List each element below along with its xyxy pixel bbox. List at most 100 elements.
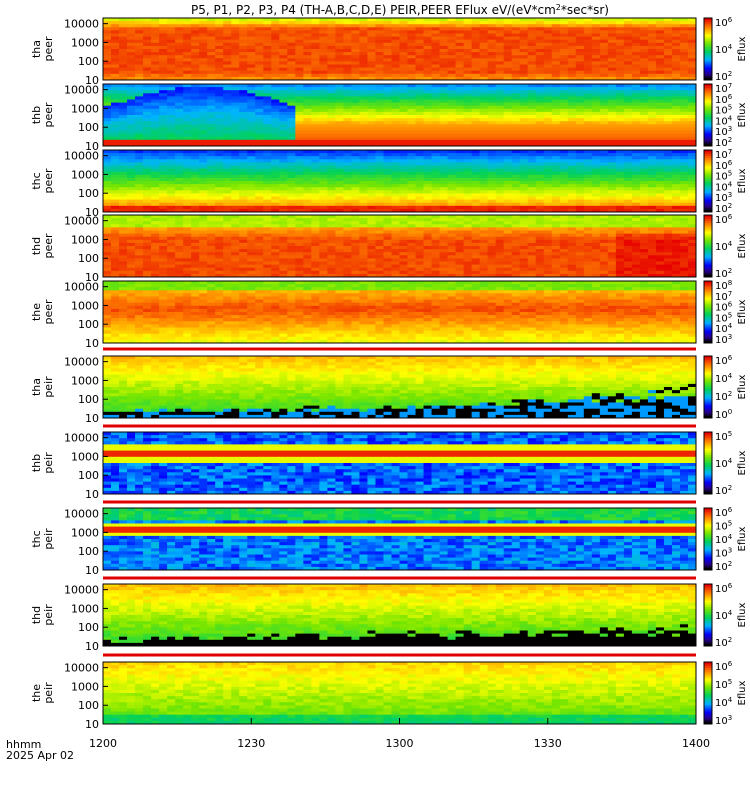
heatmap-cell: [343, 70, 352, 75]
heatmap-cell: [375, 230, 384, 234]
heatmap-cell: [631, 215, 641, 219]
heatmap-cell: [519, 55, 529, 59]
heatmap-cell: [431, 58, 440, 62]
heatmap-cell: [175, 49, 184, 53]
heatmap-cell: [455, 190, 464, 194]
heatmap-cell: [215, 105, 224, 110]
heatmap-cell: [359, 142, 368, 147]
heatmap-cell: [311, 196, 320, 200]
heatmap-cell: [367, 27, 376, 31]
heatmap-cell: [447, 199, 456, 204]
heatmap-cell: [487, 130, 497, 134]
heatmap-cell: [159, 227, 168, 231]
heatmap-cell: [455, 208, 464, 213]
heatmap-cell: [407, 142, 416, 147]
heatmap-cell: [215, 115, 224, 119]
heatmap-cell: [279, 67, 288, 72]
heatmap-cell: [423, 190, 432, 194]
heatmap-cell: [687, 84, 697, 88]
heatmap-cell: [143, 27, 152, 31]
heatmap-cell: [247, 87, 256, 91]
heatmap-cell: [439, 221, 448, 225]
heatmap-cell: [159, 102, 168, 107]
heatmap-cell: [231, 61, 240, 65]
heatmap-cell: [367, 127, 376, 131]
heatmap-cell: [159, 70, 168, 75]
heatmap-cell: [407, 177, 416, 182]
heatmap-cell: [287, 215, 296, 219]
heatmap-cell: [295, 64, 304, 68]
heatmap-cell: [543, 102, 553, 107]
heatmap-cell: [471, 124, 481, 128]
heatmap-cell: [183, 70, 192, 75]
heatmap-cell: [687, 58, 697, 62]
heatmap-cell: [111, 61, 120, 65]
heatmap-cell: [351, 70, 360, 75]
heatmap-cell: [279, 61, 288, 65]
heatmap-cell: [487, 115, 497, 119]
heatmap-cell: [295, 162, 304, 166]
heatmap-cell: [207, 124, 216, 128]
heatmap-cell: [687, 102, 697, 107]
heatmap-cell: [487, 218, 497, 222]
heatmap-cell: [559, 33, 569, 37]
heatmap-cell: [167, 187, 176, 191]
heatmap-cell: [575, 108, 585, 113]
heatmap-cell: [687, 150, 697, 154]
heatmap-cell: [591, 73, 601, 78]
heatmap-cell: [287, 49, 296, 53]
heatmap-cell: [215, 70, 224, 75]
heatmap-cell: [639, 187, 649, 191]
heatmap-cell: [663, 102, 673, 107]
heatmap-cell: [543, 49, 553, 53]
heatmap-cell: [335, 121, 344, 125]
heatmap-cell: [687, 171, 697, 176]
heatmap-cell: [279, 190, 288, 194]
heatmap-cell: [399, 39, 408, 44]
heatmap-cell: [607, 115, 617, 119]
heatmap-cell: [223, 181, 232, 185]
heatmap-cell: [343, 108, 352, 113]
heatmap-cell: [135, 93, 144, 97]
heatmap-cell: [239, 90, 248, 94]
heatmap-cell: [463, 227, 473, 231]
heatmap-cell: [495, 162, 505, 166]
heatmap-cell: [279, 93, 288, 97]
heatmap-cell: [279, 139, 288, 144]
heatmap-cell: [255, 58, 264, 62]
colorbar-step: [704, 195, 712, 198]
heatmap-cell: [655, 136, 665, 141]
heatmap-cell: [663, 187, 673, 191]
heatmap-cell: [639, 181, 649, 185]
heatmap-cell: [367, 52, 376, 56]
heatmap-cell: [551, 133, 561, 138]
heatmap-cell: [423, 90, 432, 94]
heatmap-cell: [247, 33, 256, 37]
heatmap-cell: [119, 64, 128, 68]
heatmap-cell: [335, 99, 344, 103]
heatmap-cell: [191, 52, 200, 56]
heatmap-cell: [479, 162, 489, 166]
heatmap-cell: [319, 150, 328, 154]
heatmap-cell: [247, 184, 256, 188]
heatmap-cell: [287, 171, 296, 176]
heatmap-cell: [615, 171, 625, 176]
heatmap-cell: [511, 142, 521, 147]
chart-title: P5, P1, P2, P3, P4 (TH-A,B,C,D,E) PEIR,P…: [191, 3, 609, 18]
heatmap-cell: [375, 208, 384, 213]
heatmap-cell: [215, 168, 224, 173]
heatmap-cell: [551, 150, 561, 154]
heatmap-cell: [399, 224, 408, 228]
heatmap-cell: [479, 142, 489, 147]
heatmap-cell: [687, 130, 697, 134]
heatmap-cell: [215, 208, 224, 213]
heatmap-cell: [359, 181, 368, 185]
heatmap-cell: [151, 21, 160, 25]
heatmap-cell: [511, 124, 521, 128]
heatmap-cell: [367, 36, 376, 41]
heatmap-cell: [519, 181, 529, 185]
heatmap-cell: [343, 230, 352, 234]
heatmap-cell: [671, 61, 681, 65]
heatmap-cell: [615, 208, 625, 213]
heatmap-cell: [215, 118, 224, 122]
